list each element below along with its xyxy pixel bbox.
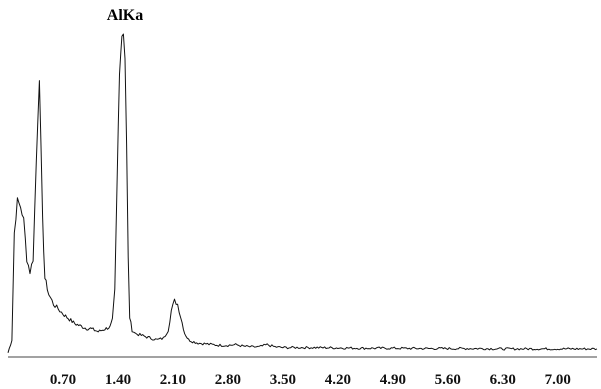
x-tick-label: 6.30	[490, 372, 516, 388]
peak-annotation-label: AlKa	[107, 7, 143, 24]
x-tick-labels: 0.70 1.40 2.10 2.80 3.50 4.20 4.90 5.60 6.30 7.00	[50, 372, 571, 388]
x-tick-label: 5.60	[435, 372, 461, 388]
x-tick-label: 7.00	[545, 372, 571, 388]
x-tick-label: 2.80	[215, 372, 241, 388]
x-tick-label: 4.20	[325, 372, 351, 388]
x-tick-label: 4.90	[380, 372, 406, 388]
x-tick-label: 2.10	[160, 372, 186, 388]
x-tick-label: 0.70	[50, 372, 76, 388]
x-tick-label: 1.40	[105, 372, 131, 388]
peak-annotations: AlKa	[107, 7, 143, 24]
spectrum-series-line	[7, 33, 598, 353]
x-tick-label: 3.50	[270, 372, 296, 388]
